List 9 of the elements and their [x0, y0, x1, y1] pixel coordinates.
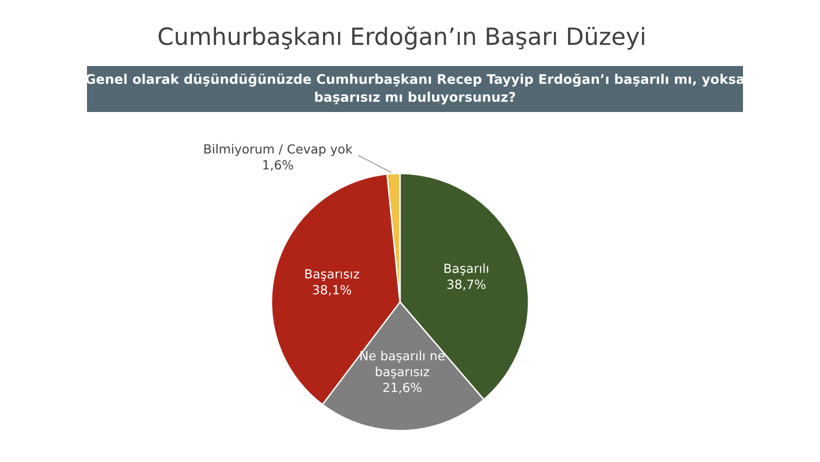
data-label: 38,1% [313, 285, 352, 296]
data-label: 38,7% [447, 280, 486, 290]
slice-label: Bilmiyorum / Cevap yok [204, 144, 352, 156]
chart-subtitle: Genel olarak düşündüğünüzde Cumhurbaşkanı Recep Tayyip Erdoğan’ı başarılı mı, yoksa başarısız mı buluyorsunuz? [86, 73, 744, 105]
chart-title: Cumhurbaşkanı Erdoğan’ın Başarı Düzeyi [158, 26, 644, 50]
data-label: 21,6% [383, 382, 422, 394]
slice-label: Başarısız [305, 269, 360, 281]
slice-label: Başarılı [444, 263, 488, 276]
data-label: 1,6% [263, 160, 294, 171]
